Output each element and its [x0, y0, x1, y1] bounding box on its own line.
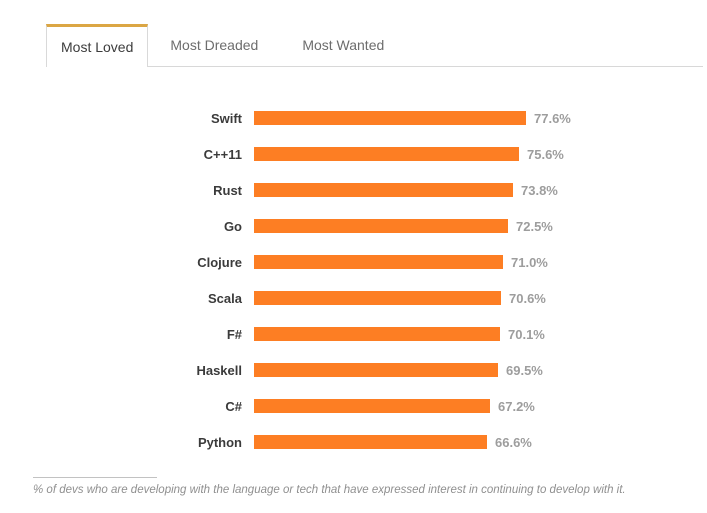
- bar-category-label: Go: [223, 218, 242, 234]
- bar-category-label: C#: [225, 398, 242, 414]
- bar-category-label: F#: [226, 326, 242, 342]
- bar: [254, 219, 508, 233]
- bar-value-label: 73.8%: [521, 182, 558, 198]
- bar-value-label: 75.6%: [527, 146, 564, 162]
- bar-category-label: C++11: [203, 146, 242, 162]
- bar-value-label: 70.1%: [508, 326, 545, 342]
- chart-row: Go 72.5%: [0, 208, 707, 244]
- bar-value-label: 66.6%: [495, 434, 532, 450]
- bar-chart: Swift 77.6% C++11 75.6% Rust 73.8% Go 72…: [0, 100, 707, 460]
- bar: [254, 291, 501, 305]
- bar: [254, 363, 498, 377]
- bar-category-label: Clojure: [197, 254, 242, 270]
- bar-category-label: Scala: [208, 290, 242, 306]
- chart-row: Swift 77.6%: [0, 100, 707, 136]
- tab-label: Most Dreaded: [170, 37, 259, 53]
- chart-row: Rust 73.8%: [0, 172, 707, 208]
- tab-bar: Most Loved Most Dreaded Most Wanted: [46, 24, 703, 67]
- chart-row: Haskell 69.5%: [0, 352, 707, 388]
- bar-value-label: 72.5%: [516, 218, 553, 234]
- bar-category-label: Python: [197, 434, 242, 450]
- bar: [254, 111, 526, 125]
- chart-row: C++11 75.6%: [0, 136, 707, 172]
- footnote-area: % of devs who are developing with the la…: [33, 477, 697, 496]
- bar-value-label: 70.6%: [509, 290, 546, 306]
- bar: [254, 183, 513, 197]
- tab-most-wanted[interactable]: Most Wanted: [280, 24, 406, 66]
- chart-row: Clojure 71.0%: [0, 244, 707, 280]
- bar-category-label: Haskell: [196, 362, 242, 378]
- chart-row: F# 70.1%: [0, 316, 707, 352]
- bar: [254, 327, 500, 341]
- bar: [254, 435, 487, 449]
- tab-most-loved[interactable]: Most Loved: [46, 24, 149, 67]
- bar-value-label: 69.5%: [506, 362, 543, 378]
- bar-category-label: Rust: [213, 182, 242, 198]
- bar: [254, 399, 490, 413]
- footnote-divider: [33, 477, 157, 478]
- tab-most-dreaded[interactable]: Most Dreaded: [148, 24, 280, 66]
- bar-value-label: 77.6%: [534, 110, 571, 126]
- bar-category-label: Swift: [210, 110, 242, 126]
- bar-value-label: 67.2%: [498, 398, 535, 414]
- footnote: % of devs who are developing with the la…: [33, 484, 626, 496]
- chart-row: Python 66.6%: [0, 424, 707, 460]
- chart-row: Scala 70.6%: [0, 280, 707, 316]
- tab-label: Most Loved: [61, 38, 134, 55]
- chart-row: C# 67.2%: [0, 388, 707, 424]
- bar: [254, 147, 519, 161]
- bar-value-label: 71.0%: [511, 254, 548, 270]
- bar: [254, 255, 503, 269]
- tab-label: Most Wanted: [302, 37, 385, 53]
